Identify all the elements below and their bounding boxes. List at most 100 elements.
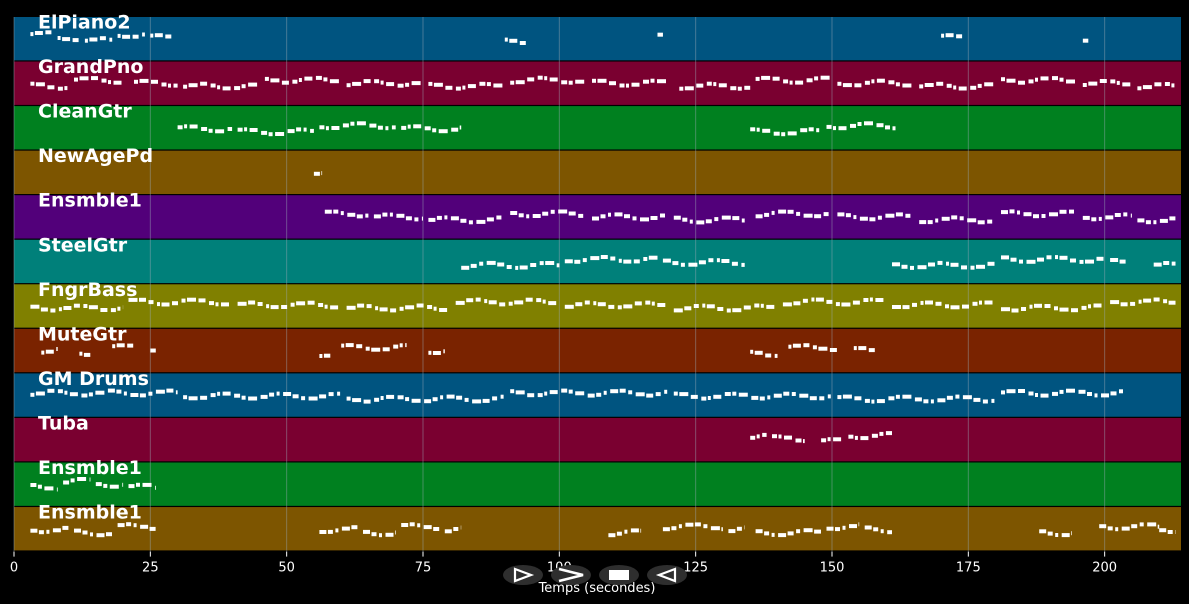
note [450,216,459,221]
note [1099,79,1107,83]
note [632,216,637,221]
note [428,81,433,86]
note [1138,299,1142,304]
note [593,301,597,306]
note [150,33,154,38]
note [345,343,354,348]
note [850,123,856,128]
note [154,33,163,38]
note [837,212,845,217]
note [1088,304,1091,309]
note [842,394,852,399]
note [488,300,497,305]
note [937,398,946,403]
note [166,388,174,393]
note [139,297,146,302]
note [468,220,473,225]
note [609,81,616,86]
note [864,121,873,126]
note [835,302,840,307]
note [766,304,775,309]
note [416,303,424,308]
note [303,127,307,132]
note [1026,259,1036,264]
note [772,434,777,439]
note [887,530,892,535]
note [397,83,404,88]
note [386,394,395,399]
note [902,394,912,399]
note [409,522,415,527]
note [401,125,407,130]
note [40,307,48,312]
note [530,263,537,267]
note [395,530,396,535]
track-lanes [14,17,1181,551]
note [150,348,156,353]
note [738,392,748,397]
note [732,216,740,221]
note [1157,524,1160,529]
track-label: ElPiano2 [38,12,131,34]
note [319,125,325,130]
note [379,307,388,312]
note [319,394,327,399]
note [335,528,339,533]
note [88,392,93,397]
note [1085,259,1094,264]
note [172,301,178,306]
note [640,528,642,533]
note [508,301,513,306]
note [623,259,632,264]
note [759,396,765,401]
note [854,396,862,401]
note [266,304,270,309]
note [424,399,432,404]
note [864,525,872,530]
note [1066,388,1075,393]
note [30,32,34,37]
note [315,75,322,80]
rewind-button[interactable] [647,565,687,585]
note [1121,526,1130,531]
note [79,76,89,81]
play-button[interactable] [503,565,543,585]
track-lane [14,284,1181,328]
note [1107,526,1113,531]
note [83,304,88,308]
note [346,83,351,88]
note [1096,256,1104,261]
note [1028,79,1034,84]
note [650,216,658,220]
note [241,84,246,89]
note [136,482,140,487]
note [81,393,88,398]
note [133,523,137,528]
stop-button[interactable] [599,565,639,585]
note [496,215,502,220]
note [778,533,787,538]
note [962,395,972,400]
note [307,300,315,305]
note [30,81,35,86]
note [1082,83,1087,87]
fast-forward-button[interactable] [551,565,591,585]
note [930,399,934,404]
note [374,79,380,84]
note [976,264,985,269]
note [56,347,58,351]
note [549,77,558,82]
note [814,214,822,219]
note [648,255,658,260]
note [276,391,280,396]
note [575,391,585,396]
note [879,431,884,436]
note [363,399,371,404]
note [385,532,394,537]
note [741,262,745,267]
note [645,300,651,305]
note [1088,81,1098,86]
track-label: SteelGtr [38,234,128,256]
note [91,76,98,81]
note [290,302,295,307]
